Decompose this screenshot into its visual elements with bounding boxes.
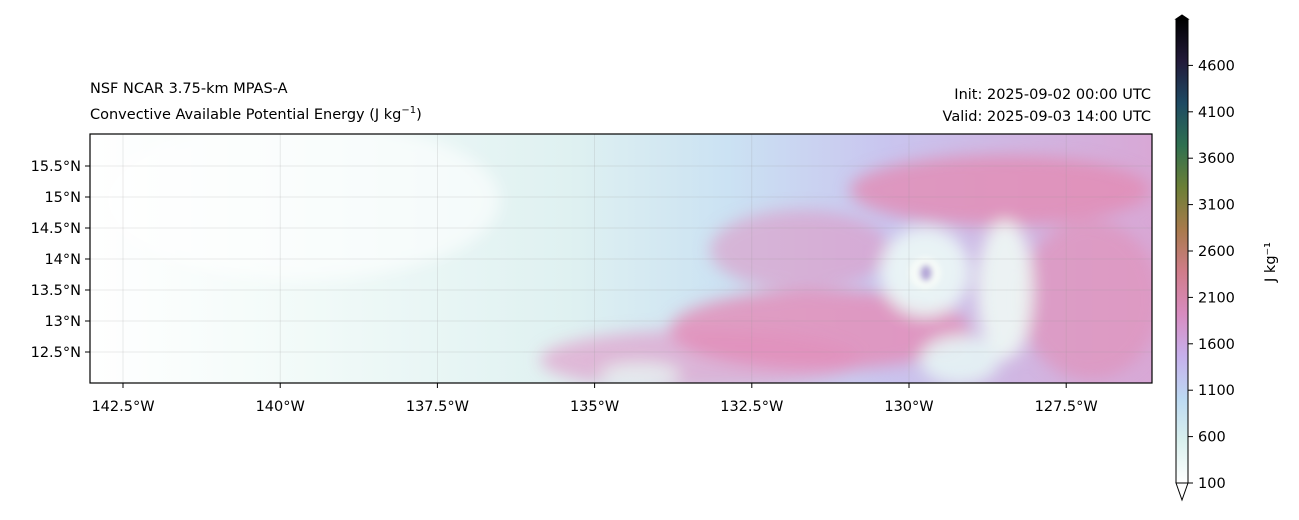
colorbar-tick-label: 100 <box>1198 476 1226 492</box>
graticule <box>90 134 1152 383</box>
lon-tick-label: 137.5°W <box>406 399 469 415</box>
colorbar: 100 600 1100 1600 2100 2600 3100 3600 4100 4600 J … <box>1174 14 1279 502</box>
colorbar-extend-min <box>1175 482 1189 502</box>
colorbar-tick-label: 2600 <box>1198 244 1235 260</box>
variable-title-text: Convective Available Potential Energy (J… <box>90 106 402 123</box>
valid-time: Valid: 2025-09-03 14:00 UTC <box>942 109 1151 125</box>
lat-tick-label: 14.5°N <box>31 221 81 237</box>
lat-tick-label: 15.5°N <box>31 159 81 175</box>
colorbar-label: J kg⁻¹ <box>1263 242 1279 283</box>
colorbar-tick-label: 1600 <box>1198 337 1235 353</box>
lon-tick-label: 130°W <box>884 399 933 415</box>
variable-title-close: ) <box>416 106 422 123</box>
lon-tick-label: 132.5°W <box>720 399 783 415</box>
colorbar-tick-label: 600 <box>1198 430 1226 446</box>
init-time: Init: 2025-09-02 00:00 UTC <box>954 87 1151 103</box>
variable-title: Convective Available Potential Energy (J… <box>90 100 422 126</box>
lon-tick-label: 140°W <box>256 399 305 415</box>
colorbar-tick-label: 4100 <box>1198 105 1235 121</box>
lon-tick-label: 135°W <box>570 399 619 415</box>
colorbar-tick-label: 3100 <box>1198 198 1235 214</box>
colorbar-tick-label: 3600 <box>1198 151 1235 167</box>
figure-title-right: Init: 2025-09-02 00:00 UTC Valid: 2025-0… <box>943 84 1151 128</box>
variable-title-exponent: −1 <box>401 105 417 116</box>
colorbar-body <box>1176 19 1188 483</box>
colorbar-tick-label: 2100 <box>1198 290 1235 306</box>
lat-tick-label: 13.5°N <box>31 283 81 299</box>
colorbar-tick-label: 1100 <box>1198 383 1235 399</box>
lat-tick-label: 14°N <box>44 252 81 268</box>
cape-field <box>90 134 1152 383</box>
lat-tick-label: 13°N <box>44 314 81 330</box>
lat-tick-label: 12.5°N <box>31 345 81 361</box>
lon-tick-label: 127.5°W <box>1035 399 1098 415</box>
colorbar-extend-max <box>1174 14 1190 20</box>
storm-eye <box>909 257 941 289</box>
lon-tick-label: 142.5°W <box>91 399 154 415</box>
map-axes: 142.5°W 140°W 137.5°W 135°W 132.5°W 130°W 127.… <box>31 159 1098 415</box>
colorbar-tick-label: 4600 <box>1198 58 1235 74</box>
figure-title-left: NSF NCAR 3.75-km MPAS-A Convective Avail… <box>90 78 422 126</box>
lat-tick-label: 15°N <box>44 190 81 206</box>
model-title: NSF NCAR 3.75-km MPAS-A <box>90 81 288 97</box>
